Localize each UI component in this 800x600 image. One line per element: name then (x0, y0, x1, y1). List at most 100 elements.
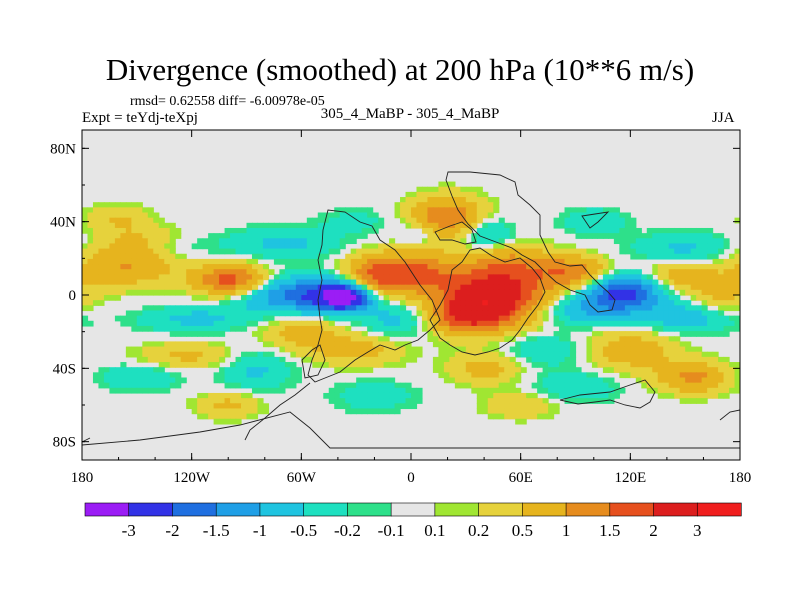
field-cell (471, 258, 478, 265)
field-cell (449, 372, 456, 379)
field-cell (564, 336, 571, 343)
field-cell (471, 217, 478, 224)
field-cell (345, 269, 352, 275)
field-cell (602, 227, 609, 234)
field-cell (131, 289, 138, 296)
field-cell (142, 227, 149, 234)
field-cell (646, 305, 653, 312)
field-cell (136, 310, 143, 317)
field-cell (526, 341, 533, 348)
field-cell (350, 295, 357, 301)
field-cell (246, 222, 253, 229)
field-cell (136, 372, 143, 379)
coastline (301, 344, 326, 379)
field-cell (208, 284, 215, 291)
field-cell (537, 341, 544, 348)
field-cell (164, 372, 171, 379)
field-cell (657, 346, 664, 353)
field-cell (394, 264, 401, 270)
field-cell (449, 186, 456, 193)
x-tick-label: 180 (71, 470, 94, 486)
field-cell (317, 238, 324, 245)
field-cell (383, 315, 390, 322)
field-cell (246, 279, 253, 286)
field-cell (120, 217, 127, 224)
field-cell (668, 320, 675, 327)
field-cell (197, 310, 204, 317)
field-cell (586, 212, 593, 219)
field-cell (559, 284, 566, 291)
field-cell (652, 253, 659, 260)
field-cell (591, 392, 599, 399)
field-cell (279, 274, 286, 281)
field-cell (224, 325, 231, 332)
field-cell (284, 274, 291, 281)
field-cell (284, 248, 291, 255)
field-cell (208, 351, 215, 358)
field-cell (630, 279, 637, 286)
field-cell (570, 310, 577, 317)
field-cell (635, 351, 642, 358)
colorbar-label: 2 (649, 521, 658, 540)
field-cell (613, 382, 620, 389)
field-cell (652, 315, 659, 322)
field-cell (372, 362, 379, 368)
field-cell (531, 336, 538, 343)
field-cell (164, 305, 171, 312)
field-cell (317, 227, 324, 234)
field-cell (449, 336, 456, 343)
field-cell (125, 217, 132, 224)
field-cell (624, 243, 631, 250)
field-cell (197, 403, 204, 410)
field-cell (356, 392, 363, 399)
field-cell (454, 351, 461, 358)
field-cell (208, 356, 215, 363)
field-cell (531, 279, 538, 286)
field-cell (493, 315, 500, 322)
field-cell (142, 377, 149, 384)
field-cell (602, 253, 609, 260)
field-cell (136, 279, 143, 286)
field-cell (416, 253, 423, 260)
field-cell (586, 284, 593, 291)
field-cell (153, 305, 160, 312)
field-cell (520, 258, 527, 265)
field-cell (164, 351, 171, 358)
field-cell (619, 372, 626, 379)
field-cell (564, 377, 571, 384)
field-cell (219, 310, 226, 317)
field-cell (449, 325, 456, 332)
field-cell (246, 269, 253, 275)
field-cell (153, 377, 160, 384)
field-cell (460, 258, 467, 265)
field-cell (98, 253, 105, 260)
field-cell (400, 362, 407, 368)
field-cell (323, 217, 330, 224)
field-cell (701, 227, 708, 234)
field-cell (679, 341, 686, 348)
field-cell (411, 284, 418, 291)
field-cell (306, 233, 313, 239)
field-cell (306, 269, 313, 275)
field-cell (246, 408, 253, 415)
field-cell (114, 238, 121, 245)
field-cell (87, 233, 94, 239)
field-cell (493, 341, 500, 348)
field-cell (295, 279, 302, 286)
colorbar-swatch (303, 502, 349, 517)
field-cell (208, 413, 215, 420)
field-cell (712, 253, 719, 260)
field-cell (290, 346, 297, 353)
field-cell (542, 253, 549, 260)
field-cell (241, 258, 248, 265)
field-cell (608, 387, 615, 394)
field-cell (701, 300, 708, 306)
field-cell (273, 222, 280, 229)
field-cell (164, 279, 171, 286)
field-cell (389, 341, 396, 348)
field-cell (570, 300, 577, 306)
field-cell (87, 289, 94, 296)
field-cell (378, 382, 385, 389)
field-cell (334, 325, 341, 332)
field-cell (279, 382, 286, 389)
